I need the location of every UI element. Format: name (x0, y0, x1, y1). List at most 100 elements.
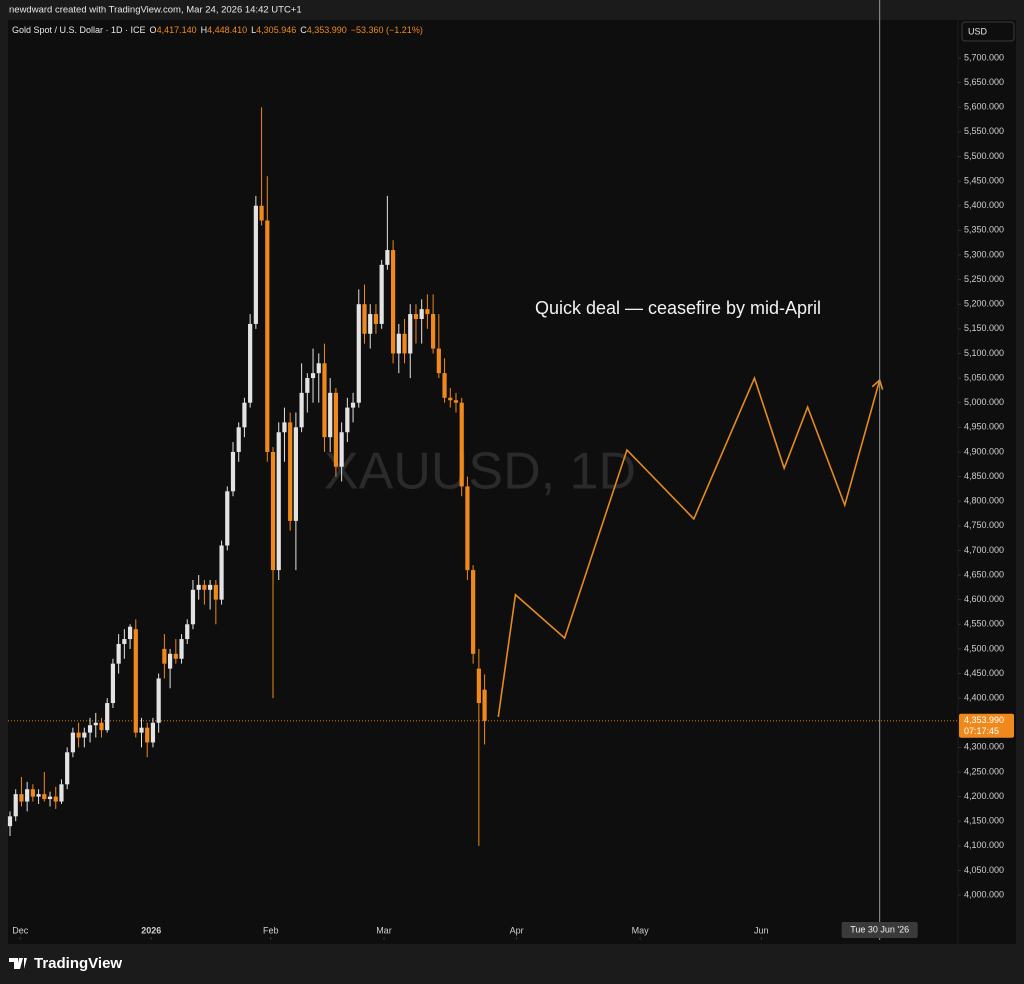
y-tick-label: 4,750.000 (964, 520, 1004, 530)
candle-body (402, 333, 407, 354)
projection-line (497, 375, 881, 717)
candle-body (482, 689, 487, 721)
candle-body (253, 205, 258, 324)
credit: newdward created with TradingView.com, M… (9, 5, 302, 16)
candle-body (196, 584, 201, 590)
legend-key: C (300, 25, 307, 35)
candle-body (42, 794, 47, 800)
candle-body (225, 491, 230, 546)
candle-body (339, 432, 344, 467)
y-tick-label: 5,350.000 (964, 225, 1004, 235)
candle-body (448, 397, 453, 401)
candle-body (219, 545, 224, 600)
y-tick-label: 5,550.000 (964, 126, 1004, 136)
y-tick-label: 4,850.000 (964, 471, 1004, 481)
candle-body (396, 333, 401, 354)
candle-body (122, 639, 127, 644)
y-tick-label: 4,400.000 (964, 693, 1004, 703)
y-tick-label: 4,450.000 (964, 668, 1004, 678)
candle-body (82, 732, 87, 738)
candle-body (230, 451, 236, 492)
candle-body (13, 794, 18, 817)
y-tick-label: 4,050.000 (964, 865, 1004, 875)
countdown-label: 07:17:45 (964, 726, 999, 736)
legend-value: 4,417.140 (157, 25, 197, 35)
symbol-title: Gold Spot / U.S. Dollar · 1D · ICE (12, 25, 146, 35)
y-tick-label: 5,600.000 (964, 102, 1004, 112)
candle-body (379, 264, 384, 324)
candle-body (305, 378, 310, 393)
candle-body (162, 648, 167, 664)
y-tick-label: 5,700.000 (964, 52, 1004, 62)
candle-body (276, 432, 281, 571)
currency-button[interactable] (961, 21, 1015, 42)
y-tick-label: 5,500.000 (964, 151, 1004, 161)
pane (8, 20, 1016, 944)
candle-body (288, 422, 293, 521)
candle-body (413, 314, 419, 319)
candle-body (408, 314, 413, 354)
candle-body (419, 309, 424, 319)
candle-body (25, 789, 30, 802)
candle-body (476, 668, 481, 704)
candle-body (453, 400, 459, 403)
candle-body (350, 402, 356, 408)
y-tick-label: 4,950.000 (964, 422, 1004, 432)
candle-body (265, 220, 270, 452)
candle-body (425, 309, 430, 315)
candle-body (59, 784, 64, 802)
y-tick-label: 4,900.000 (964, 446, 1004, 456)
candle-body (436, 348, 441, 374)
legend-value: −53.360 (−1.21%) (351, 25, 423, 35)
legend-key: L (251, 25, 256, 35)
x-tick-label: Dec (12, 925, 29, 935)
candle-body (373, 314, 379, 324)
candle-body (99, 722, 104, 731)
candle-body (93, 722, 98, 726)
y-tick-label: 5,100.000 (964, 348, 1004, 358)
candle-body (471, 570, 476, 654)
y-tick-label: 4,250.000 (964, 766, 1004, 776)
candle-body (105, 703, 110, 731)
candle-body (65, 752, 70, 785)
legend-key: O (150, 25, 157, 35)
candle-body (156, 678, 161, 723)
candle-body (356, 304, 361, 403)
candle-body (248, 323, 253, 403)
candle-body (259, 205, 264, 221)
currency-label[interactable]: USD (968, 26, 988, 36)
candle-body (236, 427, 241, 452)
candle-body (185, 624, 190, 640)
candle-body (110, 663, 116, 704)
brand-logo (9, 958, 27, 969)
y-tick-label: 4,200.000 (964, 791, 1004, 801)
candle-body (362, 304, 367, 334)
candle-body (36, 794, 41, 797)
price-label: 4,353.990 (964, 715, 1004, 725)
candle-body (190, 589, 196, 625)
legend-value: 4,448.410 (207, 25, 247, 35)
candle-body (442, 373, 447, 398)
y-tick-label: 4,100.000 (964, 840, 1004, 850)
candle-body (133, 629, 138, 733)
candle-body (127, 626, 133, 640)
candle-body (459, 402, 464, 487)
x-tick-label: Jun (754, 925, 769, 935)
y-tick-label: 5,450.000 (964, 175, 1004, 185)
price-label-box (959, 713, 1014, 738)
y-tick-label: 4,300.000 (964, 742, 1004, 752)
candle-body (47, 796, 53, 800)
y-tick-label: 4,700.000 (964, 545, 1004, 555)
candle-body (30, 789, 35, 797)
candle-body (167, 653, 173, 669)
candle-body (431, 314, 436, 349)
y-tick-label: 5,000.000 (964, 397, 1004, 407)
watermark: XAUUSD, 1D (324, 443, 636, 501)
y-tick-label: 5,150.000 (964, 323, 1004, 333)
y-tick-label: 4,500.000 (964, 643, 1004, 653)
candle-body (116, 643, 121, 664)
candle-body (202, 584, 207, 590)
candle-body (173, 653, 178, 659)
candle-body (213, 584, 218, 600)
